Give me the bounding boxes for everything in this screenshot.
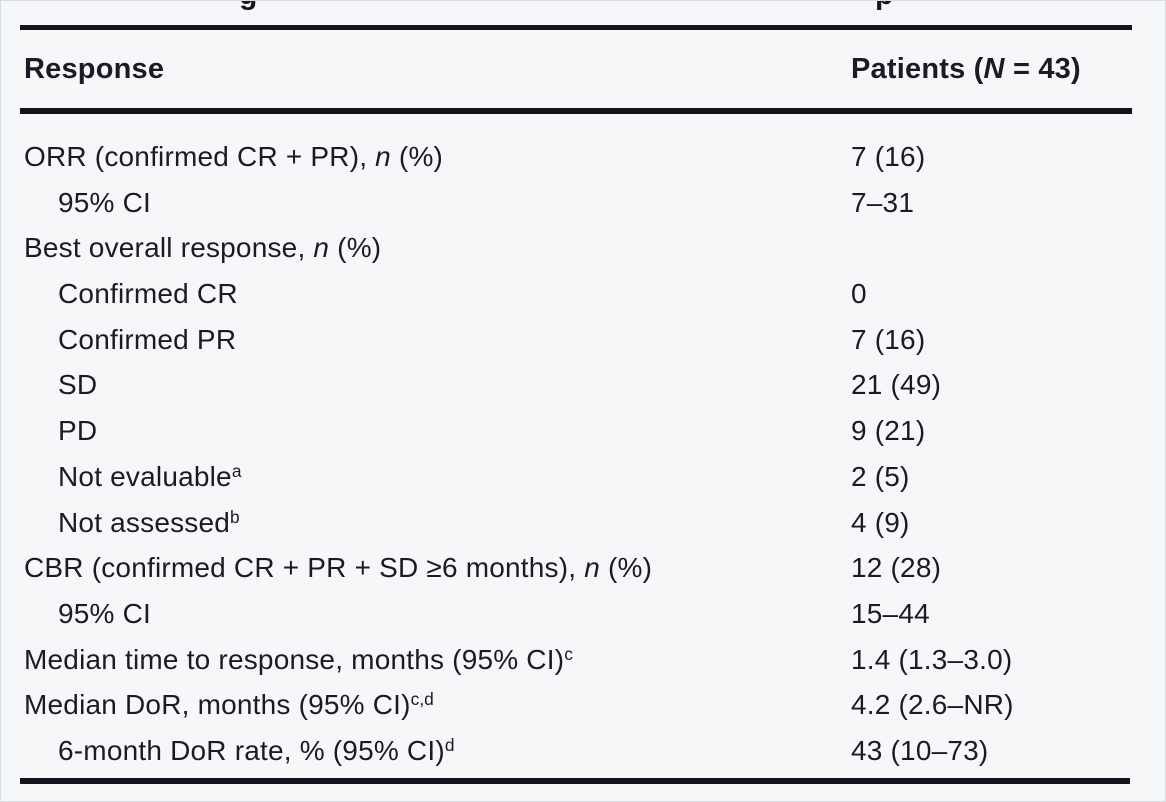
row-value: 9 (21) <box>851 415 926 447</box>
text-segment: Not evaluable <box>58 460 232 492</box>
table-row: Confirmed CR 0 <box>1 271 1165 317</box>
footnote-marker: a <box>231 460 242 481</box>
table-row: SD 21 (49) <box>1 363 1165 409</box>
table-row: 95% CI 7–31 <box>1 180 1165 226</box>
text-segment: n <box>584 552 600 584</box>
table-row: Median time to response, months (95% CI)… <box>1 637 1165 683</box>
row-label: Not evaluablea <box>1 461 241 493</box>
text-segment: n <box>375 140 391 172</box>
table-row: 95% CI 15–44 <box>1 591 1165 637</box>
text-segment: (%) <box>599 552 653 584</box>
row-label: PD <box>1 415 97 447</box>
table-header-row: Response Patients (N = 43) <box>1 30 1165 108</box>
text-segment: Not assessed <box>58 506 231 538</box>
table-row: ORR (confirmed CR + PR), n (%) 7 (16) <box>1 134 1165 180</box>
row-label: Confirmed PR <box>1 324 236 356</box>
footnote-marker: d <box>444 735 455 756</box>
table-row: Median DoR, months (95% CI)c,d 4.2 (2.6–… <box>1 683 1165 729</box>
text-segment: Best overall response, <box>24 232 314 264</box>
table-row: Not assessedb 4 (9) <box>1 500 1165 546</box>
row-value: 21 (49) <box>851 369 942 401</box>
row-value: 7 (16) <box>851 323 926 355</box>
text-segment: (%) <box>329 232 382 264</box>
text-segment: (%) <box>390 140 444 172</box>
footnote-marker: b <box>230 506 240 527</box>
table-row: PD 9 (21) <box>1 408 1165 454</box>
table-rule-top <box>20 25 1132 30</box>
text-segment: 95% CI <box>58 186 152 218</box>
row-value: 7 (16) <box>851 140 926 172</box>
column-header-patients: Patients (N = 43) <box>851 30 1081 108</box>
column-header-response: Response <box>24 53 165 85</box>
table-row: CBR (confirmed CR + PR + SD ≥6 months), … <box>1 545 1165 591</box>
row-value: 43 (10–73) <box>851 735 989 767</box>
table-rule-bottom <box>20 778 1130 784</box>
text-segment: Median DoR, months (95% CI) <box>24 689 411 721</box>
text-segment: SD <box>58 369 98 401</box>
table-rule-header <box>20 108 1132 114</box>
text-segment: = 43) <box>1004 53 1081 85</box>
footnote-marker: c,d <box>410 689 434 710</box>
row-value: 7–31 <box>851 186 915 218</box>
text-segment: N <box>983 53 1005 85</box>
row-label: 6-month DoR rate, % (95% CI)d <box>1 735 455 767</box>
table-rows: ORR (confirmed CR + PR), n (%) 7 (16) 95… <box>1 134 1165 774</box>
row-value: 4 (9) <box>851 506 910 538</box>
row-label: CBR (confirmed CR + PR + SD ≥6 months), … <box>1 552 652 584</box>
row-label: Median time to response, months (95% CI)… <box>1 644 573 676</box>
row-value: 0 <box>851 278 867 310</box>
text-segment: Median time to response, months (95% CI) <box>24 643 565 675</box>
table-row: Not evaluablea 2 (5) <box>1 454 1165 500</box>
footnote-marker: c <box>564 643 573 664</box>
row-value: 12 (28) <box>851 552 942 584</box>
row-label: Median DoR, months (95% CI)c,d <box>1 689 434 721</box>
clipped-caption: gp <box>1 1 1165 12</box>
text-segment: Confirmed PR <box>58 323 237 355</box>
row-label: ORR (confirmed CR + PR), n (%) <box>1 141 443 173</box>
text-segment: PD <box>58 415 98 447</box>
table-row: 6-month DoR rate, % (95% CI)d 43 (10–73) <box>1 728 1165 774</box>
row-label: 95% CI <box>1 187 151 219</box>
text-segment: Patients ( <box>851 53 984 85</box>
row-value: 15–44 <box>851 598 930 630</box>
row-label: SD <box>1 369 97 401</box>
table-row: Best overall response, n (%) <box>1 225 1165 271</box>
text-segment: Confirmed CR <box>58 278 238 310</box>
row-value: 2 (5) <box>851 460 910 492</box>
text-segment: 6-month DoR rate, % (95% CI) <box>58 735 445 767</box>
text-segment: CBR (confirmed CR + PR + SD ≥6 months), <box>24 552 585 584</box>
row-value: 1.4 (1.3–3.0) <box>851 643 1013 675</box>
table-row: Confirmed PR 7 (16) <box>1 317 1165 363</box>
row-label: Not assessedb <box>1 507 240 539</box>
text-segment: n <box>313 232 330 264</box>
text-segment: ORR (confirmed CR + PR), <box>24 140 376 172</box>
caption-fragment: p <box>875 1 893 12</box>
row-value: 4.2 (2.6–NR) <box>851 689 1014 721</box>
caption-fragment: g <box>239 1 257 12</box>
text-segment: 95% CI <box>58 598 152 630</box>
row-label: Best overall response, n (%) <box>1 232 381 264</box>
row-label: Confirmed CR <box>1 278 238 310</box>
row-label: 95% CI <box>1 598 151 630</box>
